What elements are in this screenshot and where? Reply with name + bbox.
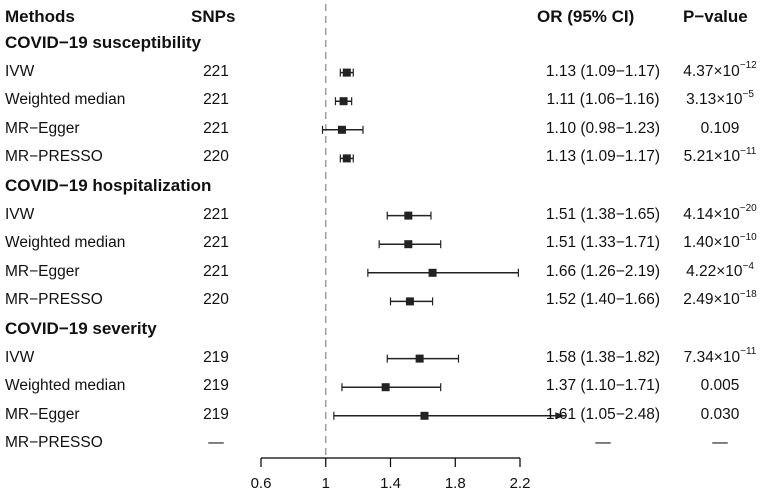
method-label: MR−Egger [5,262,80,280]
p-value: 1.40×10−10 [674,232,765,252]
or-ci-value: 1.58 (1.38−1.82) [545,348,661,366]
p-value-base: 4.14×10 [683,205,740,223]
p-value-exponent: −12 [739,60,757,72]
x-tick-label: 1.4 [380,475,401,492]
p-value-exponent: −18 [739,289,757,301]
p-value-base: — [712,434,728,452]
point-estimate [404,240,413,249]
p-value-base: 5.21×10 [683,148,741,166]
point-estimate [342,68,351,77]
point-estimate [342,154,351,163]
method-label: MR−PRESSO [5,291,103,309]
p-value-base: 0.005 [700,377,740,395]
p-value: 0.109 [674,121,765,137]
method-label: IVW [5,62,35,80]
p-value-base: 0.109 [700,119,740,137]
x-tick-label: 2.2 [509,475,531,492]
x-tick-label: 1 [321,475,330,492]
snps-value: 221 [203,205,229,223]
p-value: 3.13×10−5 [674,89,765,109]
p-value-exponent: −20 [739,203,757,215]
or-ci-value: 1.61 (1.05−2.48) [545,405,661,423]
or-ci-value: 1.13 (1.09−1.17) [545,62,661,80]
header-or: OR (95% CI) [537,7,635,26]
p-value-exponent: −5 [742,89,754,101]
or-ci-value: 1.11 (1.06−1.16) [546,91,660,109]
snps-value: 221 [203,91,229,109]
or-ci-value: 1.13 (1.09−1.17) [545,148,661,166]
p-value: 4.37×10−12 [674,61,765,80]
p-value-base: 4.37×10 [683,62,740,80]
p-value: 7.34×10−11 [674,347,765,366]
p-value: 4.22×10−4 [674,260,765,280]
point-estimate [337,125,346,134]
header-methods: Methods [5,7,75,26]
method-label: Weighted median [5,234,126,252]
point-estimate [415,354,424,363]
or-ci-value: 1.66 (1.26−2.19) [545,262,661,280]
method-label: Weighted median [5,91,126,109]
p-value-exponent: −4 [742,260,754,272]
p-value-exponent: −11 [740,346,757,358]
p-value-base: 2.49×10 [683,291,740,309]
point-estimate [381,383,390,392]
p-value-exponent: −10 [739,232,757,244]
p-value: — [674,435,765,451]
p-value: 4.14×10−20 [674,204,765,223]
header-pvalue: P−value [683,7,748,26]
snps-value: — [208,434,224,452]
point-estimate [404,211,413,220]
p-value-base: 7.34×10 [683,348,741,366]
p-value: 0.005 [674,378,765,394]
or-ci-value: 1.51 (1.33−1.71) [545,234,661,252]
point-estimate [405,297,414,306]
p-value-base: 3.13×10 [686,91,743,109]
or-ci-value: 1.10 (0.98−1.23) [545,119,661,137]
p-value: 0.030 [674,407,765,423]
snps-value: 221 [203,62,229,80]
header-snps: SNPs [191,7,236,26]
x-tick-label: 0.6 [250,475,272,492]
snps-value: 219 [203,377,229,395]
point-estimate [428,268,437,277]
snps-value: 219 [203,405,229,423]
group-title: COVID−19 severity [5,319,157,338]
method-label: Weighted median [5,377,126,395]
snps-value: 221 [203,234,229,252]
snps-value: 220 [203,148,229,166]
or-ci-value: 1.37 (1.10−1.71) [545,377,661,395]
method-label: IVW [5,205,35,223]
p-value: 5.21×10−11 [674,146,765,166]
snps-value: 219 [203,348,229,366]
or-ci-value: — [595,434,611,452]
p-value-base: 4.22×10 [686,262,743,280]
point-estimate [420,411,429,420]
snps-value: 221 [203,262,229,280]
p-value-base: 0.030 [700,405,740,423]
method-label: IVW [5,348,35,366]
p-value-exponent: −11 [740,146,757,158]
p-value-base: 1.40×10 [683,234,740,252]
snps-value: 221 [203,119,229,137]
method-label: MR−Egger [5,119,80,137]
or-ci-value: 1.52 (1.40−1.66) [545,291,661,309]
group-title: COVID−19 susceptibility [5,33,202,52]
group-title: COVID−19 hospitalization [5,176,212,195]
ci-arrow [555,412,566,420]
p-value: 2.49×10−18 [674,289,765,309]
method-label: MR−Egger [5,405,80,423]
point-estimate [339,97,348,106]
method-label: MR−PRESSO [5,148,103,166]
or-ci-value: 1.51 (1.38−1.65) [545,205,661,223]
x-tick-label: 1.8 [444,475,466,492]
method-label: MR−PRESSO [5,434,103,452]
snps-value: 220 [203,291,229,309]
